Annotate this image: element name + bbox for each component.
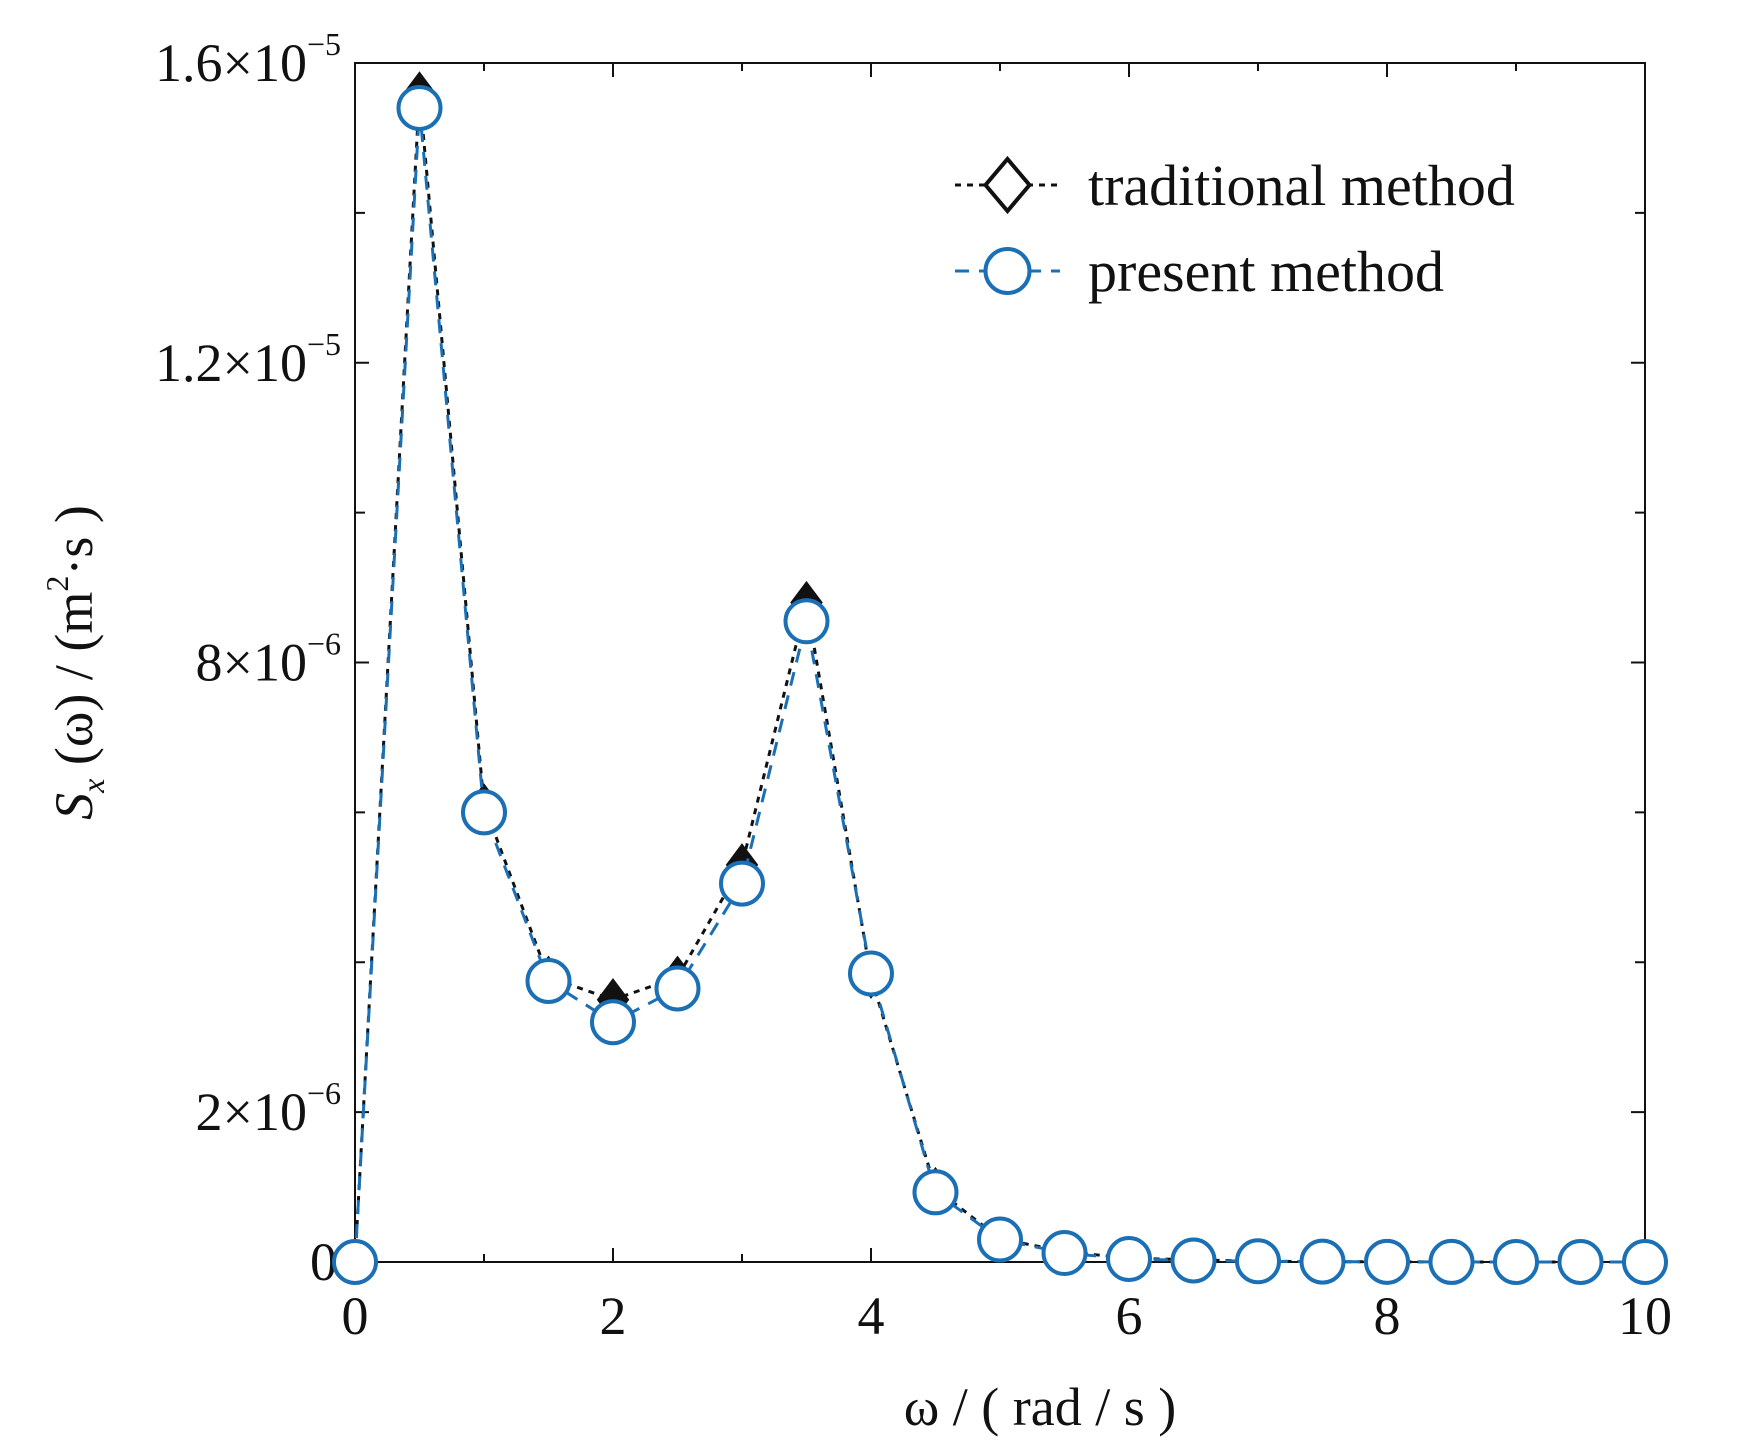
data-point-circle [332, 1239, 378, 1285]
data-point-circle [1622, 1238, 1668, 1285]
legend-label: present method [1088, 239, 1444, 304]
data-point-circle [1106, 1236, 1152, 1283]
x-tick-label: 8 [1374, 1286, 1401, 1346]
data-point-circle [590, 999, 636, 1046]
data-point-circle [654, 965, 701, 1012]
y-axis-label: Sx (ω) / (m2·s ) [39, 505, 111, 820]
x-tick-label: 6 [1116, 1286, 1143, 1346]
data-point-circle [461, 789, 507, 836]
data-point-circle [1041, 1230, 1088, 1277]
data-point-circle [525, 957, 572, 1004]
legend-marker-diamond [982, 155, 1033, 215]
data-point-circle [912, 1169, 959, 1216]
data-point-circle [1557, 1238, 1604, 1285]
plot-frame [354, 62, 1646, 1263]
x-tick-label: 0 [342, 1286, 369, 1346]
data-point-circle [1235, 1238, 1281, 1285]
x-tick-label: 2 [600, 1286, 627, 1346]
x-axis-label: ω / ( rad / s ) [904, 1377, 1176, 1437]
legend-item: present method [955, 239, 1444, 304]
data-point-circle [1299, 1238, 1346, 1285]
data-point-circle [1428, 1238, 1475, 1285]
data-point-circle [848, 950, 894, 997]
data-point-circle [783, 598, 830, 645]
data-point-circle [1170, 1237, 1217, 1284]
data-point-circle [719, 860, 765, 907]
data-point-circle [1364, 1238, 1410, 1285]
legend-label: traditional method [1088, 153, 1515, 218]
legend: traditional method present method [955, 153, 1515, 304]
y-tick-label: 2×10−6 [195, 1075, 341, 1142]
data-point-circle [1493, 1238, 1539, 1285]
x-tick-label: 4 [858, 1286, 885, 1346]
series-present-method [332, 84, 1668, 1285]
y-tick-label: 8×10−6 [195, 626, 341, 693]
y-tick-label: 1.6×10−5 [155, 26, 341, 93]
legend-marker-circle [983, 247, 1032, 295]
data-point-circle [396, 84, 443, 131]
legend-item: traditional method [955, 153, 1515, 218]
data-point-circle [977, 1216, 1023, 1263]
series-layer [332, 71, 1668, 1285]
axis-labels: ω / ( rad / s ) Sx (ω) / (m2·s ) [39, 505, 1176, 1437]
x-tick-label: 10 [1618, 1286, 1672, 1346]
y-tick-label: 1.2×10−5 [155, 326, 341, 393]
